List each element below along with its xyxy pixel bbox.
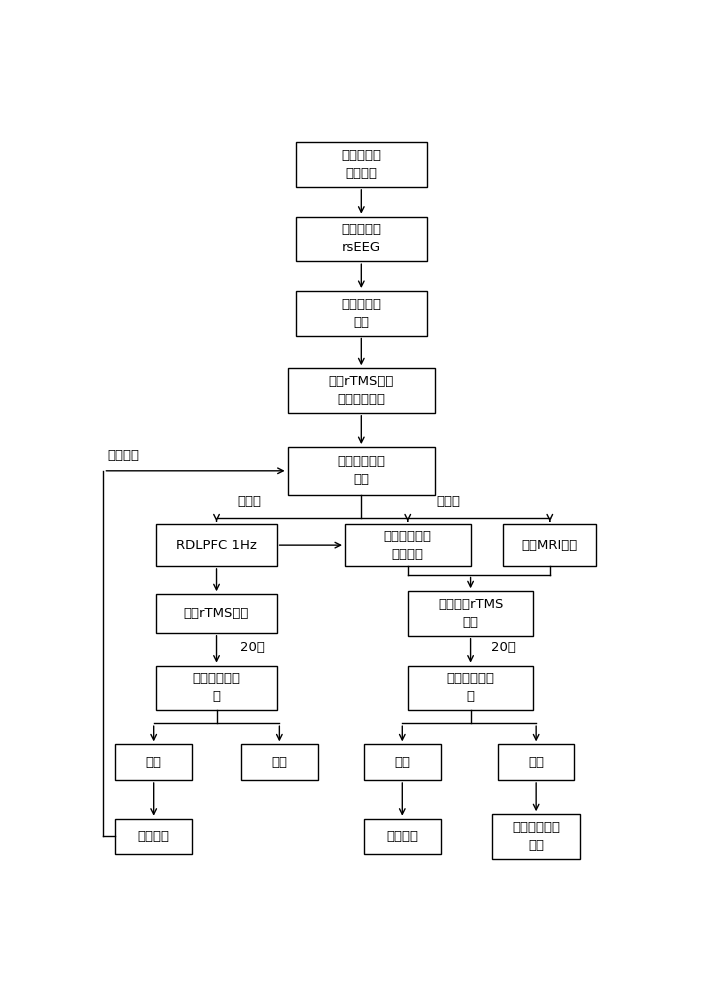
Text: 行为学评估检
测: 行为学评估检 测 (192, 672, 240, 703)
FancyBboxPatch shape (503, 524, 596, 566)
FancyBboxPatch shape (288, 368, 435, 413)
Text: 有效: 有效 (146, 756, 161, 769)
FancyBboxPatch shape (492, 814, 580, 859)
FancyBboxPatch shape (116, 819, 192, 854)
Text: RDLPFC 1Hz: RDLPFC 1Hz (176, 539, 257, 552)
FancyBboxPatch shape (241, 744, 317, 780)
FancyBboxPatch shape (116, 744, 192, 780)
FancyBboxPatch shape (407, 591, 534, 636)
Text: 疗效预测模型
初筛: 疗效预测模型 初筛 (337, 455, 386, 486)
FancyBboxPatch shape (296, 217, 427, 261)
FancyBboxPatch shape (364, 819, 441, 854)
Text: 行为学评估检
测: 行为学评估检 测 (446, 672, 495, 703)
FancyBboxPatch shape (407, 666, 534, 710)
Text: 结构MRI数据: 结构MRI数据 (522, 539, 578, 552)
Text: 模型优化: 模型优化 (108, 449, 140, 462)
FancyBboxPatch shape (498, 744, 575, 780)
Text: 个体化靶点及
频率选择: 个体化靶点及 频率选择 (384, 530, 431, 561)
FancyBboxPatch shape (157, 594, 276, 633)
Text: 有效: 有效 (394, 756, 410, 769)
Text: 建议其他治疗
方式: 建议其他治疗 方式 (512, 821, 560, 852)
FancyBboxPatch shape (345, 524, 471, 566)
Text: 有效组: 有效组 (238, 495, 262, 508)
Text: 提取脑网络
特征: 提取脑网络 特征 (341, 298, 381, 329)
FancyBboxPatch shape (296, 291, 427, 336)
FancyBboxPatch shape (296, 142, 427, 187)
FancyBboxPatch shape (288, 447, 435, 495)
Text: 神经导航rTMS
治疗: 神经导航rTMS 治疗 (438, 598, 503, 629)
Text: 心理行为学
评估检测: 心理行为学 评估检测 (341, 149, 381, 180)
Text: 巩固治疗: 巩固治疗 (386, 830, 418, 843)
FancyBboxPatch shape (157, 524, 276, 566)
Text: 静息态脑电
rsEEG: 静息态脑电 rsEEG (341, 223, 381, 254)
Text: 无效: 无效 (528, 756, 544, 769)
FancyBboxPatch shape (364, 744, 441, 780)
Text: 巩固治疗: 巩固治疗 (137, 830, 170, 843)
Text: 无效组: 无效组 (436, 495, 461, 508)
Text: 定位rTMS治疗: 定位rTMS治疗 (184, 607, 249, 620)
Text: 无效: 无效 (271, 756, 288, 769)
Text: 20次: 20次 (491, 641, 516, 654)
Text: 构建rTMS疗效
预测模型体系: 构建rTMS疗效 预测模型体系 (329, 375, 394, 406)
Text: 20次: 20次 (240, 641, 264, 654)
FancyBboxPatch shape (157, 666, 276, 710)
